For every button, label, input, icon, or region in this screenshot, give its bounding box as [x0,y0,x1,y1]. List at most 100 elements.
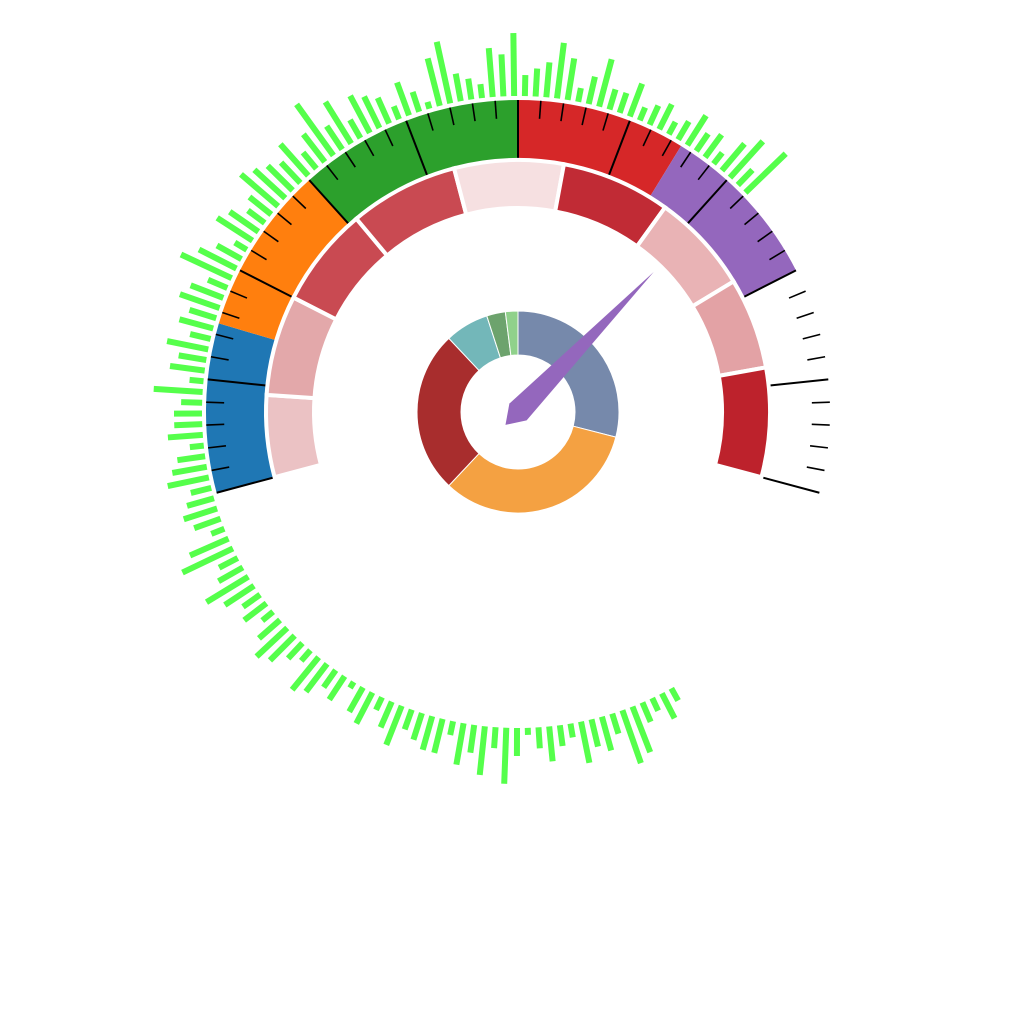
spectrum-bar [265,163,295,193]
spectrum-bar [361,95,383,130]
spectrum-bar [347,680,357,690]
spectrum-bar [649,696,661,713]
spectrum-bar [719,141,747,173]
spectrum-bar [260,609,276,623]
major-tick [761,476,820,494]
spectrum-bar [636,106,648,122]
major-tick [685,179,728,226]
spectrum-bar [390,105,402,121]
spectrum-bar [588,718,601,748]
spectrum-bar [188,535,230,559]
spectrum-bar [467,724,478,754]
spectrum-bar [659,691,678,720]
spectrum-bar [578,721,593,764]
spectrum-bar [176,453,206,464]
spectrum-bar [447,720,456,736]
minor-tick [602,113,609,131]
spectrum-bar [543,62,553,98]
minor-tick [207,444,227,449]
spectrum-bar [619,709,644,765]
spectrum-bar [646,104,662,126]
spectrum-bar [278,160,303,185]
spectrum-bar [228,209,261,235]
spectrum-bar [189,442,205,451]
spectrum-bar [197,246,238,272]
spectrum-bar [298,648,313,663]
spectrum-bar [546,726,556,762]
inner-segments-layer [264,158,772,480]
spectrum-bar [374,96,392,125]
spectrum-bar [684,114,709,147]
spectrum-bar [178,352,207,363]
spectrum-bar [254,625,290,659]
spectrum-bar [215,215,255,244]
spectrum-bar [675,119,692,142]
minor-tick [277,212,292,226]
minor-tick [250,249,267,261]
spectrum-bar [347,94,373,135]
spectrum-bar [585,76,598,105]
spectrum-bar [510,32,518,97]
spectrum-bar [289,655,321,692]
spectrum-bar [326,674,348,702]
major-tick [742,269,797,299]
spectrum-bar [491,726,499,749]
spectrum-bar [324,124,345,152]
spectrum-bar [596,58,615,108]
donut-layer [416,310,620,514]
spectrum-bar [616,91,630,114]
spectrum-bar [321,668,339,690]
major-tick [308,179,351,226]
spectrum-bar [223,583,256,608]
spectrum-bar [535,727,543,749]
spectrum-bar [206,277,229,291]
spectrum-bar [188,307,218,322]
minor-tick [697,164,710,181]
spectrum-bar [564,57,578,101]
spectrum-bar [501,727,510,784]
minor-tick [809,444,829,449]
spectrum-bar [167,474,210,490]
minor-tick [802,333,821,340]
major-tick [216,476,275,494]
outer-band [649,145,796,298]
minor-tick [222,311,240,319]
spectrum-bar [629,705,654,754]
spectrum-bar [711,150,725,166]
spectrum-bar [169,363,206,374]
spectrum-bar [556,724,566,747]
outer-band [205,323,277,493]
spectrum-bar [668,686,681,703]
spectrum-bar [217,564,245,584]
spectrum-bar [186,495,215,509]
spectrum-bar [181,399,203,406]
spectrum-bar [166,338,209,353]
spectrum-bar [743,151,788,195]
spectrum-bar [477,83,485,99]
spectrum-bar [609,712,622,735]
inner-segment [264,392,324,480]
inner-segment [712,365,772,480]
spectrum-bar [485,47,496,98]
minor-tick [206,401,225,404]
spectrum-bar [693,132,711,153]
spectrum-bar [453,722,467,766]
spectrum-bar [178,291,221,311]
minor-tick [384,129,394,147]
spectrum-bar [424,57,443,107]
spectrum-bar [666,120,679,136]
spectrum-bar [181,545,235,576]
spectrum-bar [190,484,212,496]
minor-tick [744,212,759,226]
spectrum-bar [554,42,567,99]
spectrum-bar [252,167,288,201]
spectrum-bar [532,68,541,97]
spectrum-bar [256,617,283,641]
spectrum-bar [189,376,204,385]
spectrum-bar [431,718,446,754]
major-tick [239,269,294,299]
minor-tick [215,333,234,340]
spectrum-bar [452,73,464,102]
donut-segment [504,310,519,357]
